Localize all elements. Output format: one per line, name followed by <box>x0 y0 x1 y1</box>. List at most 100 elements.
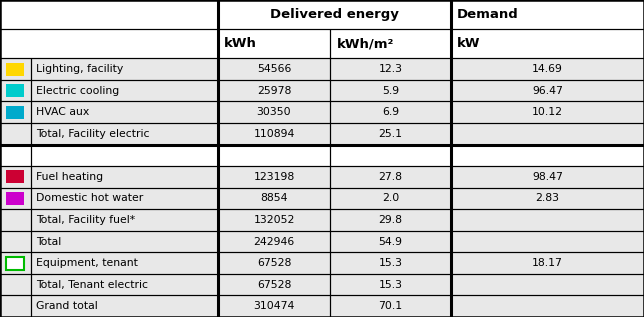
Bar <box>218 295 330 317</box>
Bar <box>0 145 31 166</box>
Bar <box>451 252 644 274</box>
Bar <box>451 295 644 317</box>
Bar <box>451 188 644 209</box>
Bar <box>218 188 330 209</box>
Bar <box>0 123 31 145</box>
Text: kWh/m²: kWh/m² <box>337 37 394 50</box>
Text: 310474: 310474 <box>253 301 295 311</box>
Bar <box>218 0 451 29</box>
Text: 2.0: 2.0 <box>382 193 399 204</box>
Bar <box>330 295 451 317</box>
Text: 110894: 110894 <box>253 129 295 139</box>
Bar <box>218 252 330 274</box>
Text: kW: kW <box>457 37 480 50</box>
Text: 8854: 8854 <box>260 193 288 204</box>
Bar <box>330 80 451 101</box>
Bar <box>31 209 218 231</box>
Bar <box>330 123 451 145</box>
Bar <box>330 274 451 295</box>
Bar <box>0 80 31 101</box>
Bar <box>0 209 31 231</box>
Text: 14.69: 14.69 <box>532 64 563 74</box>
Bar <box>451 166 644 188</box>
Bar <box>31 145 218 166</box>
Text: 98.47: 98.47 <box>532 172 563 182</box>
Bar <box>218 101 330 123</box>
Text: Lighting, facility: Lighting, facility <box>36 64 123 74</box>
Text: 30350: 30350 <box>257 107 291 117</box>
Bar <box>218 80 330 101</box>
Text: Grand total: Grand total <box>36 301 98 311</box>
Text: Equipment, tenant: Equipment, tenant <box>36 258 138 268</box>
Text: 15.3: 15.3 <box>379 280 402 290</box>
Bar <box>6 63 24 75</box>
Bar <box>330 145 451 166</box>
Bar <box>218 29 330 58</box>
Text: 29.8: 29.8 <box>379 215 402 225</box>
Text: 242946: 242946 <box>253 236 295 247</box>
Bar <box>451 58 644 80</box>
Bar <box>0 188 31 209</box>
Bar <box>6 84 24 97</box>
Text: Total, Facility electric: Total, Facility electric <box>36 129 149 139</box>
Bar <box>451 80 644 101</box>
Bar <box>31 295 218 317</box>
Bar <box>6 192 24 205</box>
Text: 6.9: 6.9 <box>382 107 399 117</box>
Bar <box>330 166 451 188</box>
Text: 67528: 67528 <box>257 258 291 268</box>
Bar <box>0 58 31 80</box>
Text: 70.1: 70.1 <box>379 301 402 311</box>
Text: 15.3: 15.3 <box>379 258 402 268</box>
Bar <box>31 274 218 295</box>
Bar <box>31 231 218 252</box>
Bar <box>451 101 644 123</box>
Bar <box>0 101 31 123</box>
Bar <box>451 123 644 145</box>
Text: Demand: Demand <box>457 8 519 21</box>
Bar <box>218 123 330 145</box>
Bar <box>0 0 218 29</box>
Text: 2.83: 2.83 <box>535 193 560 204</box>
Text: Domestic hot water: Domestic hot water <box>36 193 144 204</box>
Text: 67528: 67528 <box>257 280 291 290</box>
Bar <box>330 188 451 209</box>
Text: HVAC aux: HVAC aux <box>36 107 90 117</box>
Text: 18.17: 18.17 <box>532 258 563 268</box>
Bar <box>451 145 644 166</box>
Text: Electric cooling: Electric cooling <box>36 86 119 96</box>
Bar <box>330 101 451 123</box>
Bar <box>0 29 218 58</box>
Bar <box>330 231 451 252</box>
Text: 54.9: 54.9 <box>379 236 402 247</box>
Text: 54566: 54566 <box>257 64 291 74</box>
Text: 132052: 132052 <box>253 215 295 225</box>
Bar <box>330 29 451 58</box>
Bar <box>31 188 218 209</box>
Bar <box>330 209 451 231</box>
Bar <box>451 231 644 252</box>
Bar <box>330 58 451 80</box>
Bar <box>6 257 24 269</box>
Text: 25978: 25978 <box>257 86 291 96</box>
Bar <box>6 171 24 183</box>
Bar <box>6 106 24 119</box>
Bar <box>31 166 218 188</box>
Bar <box>0 166 31 188</box>
Bar <box>0 295 31 317</box>
Text: 27.8: 27.8 <box>379 172 402 182</box>
Bar <box>330 252 451 274</box>
Bar <box>0 252 31 274</box>
Text: 96.47: 96.47 <box>532 86 563 96</box>
Text: 10.12: 10.12 <box>532 107 563 117</box>
Text: Total: Total <box>36 236 61 247</box>
Text: Delivered energy: Delivered energy <box>270 8 399 21</box>
Bar <box>218 209 330 231</box>
Bar <box>31 252 218 274</box>
Text: 25.1: 25.1 <box>379 129 402 139</box>
Bar <box>218 145 330 166</box>
Bar <box>31 123 218 145</box>
Bar <box>218 231 330 252</box>
Bar <box>218 274 330 295</box>
Bar <box>31 58 218 80</box>
